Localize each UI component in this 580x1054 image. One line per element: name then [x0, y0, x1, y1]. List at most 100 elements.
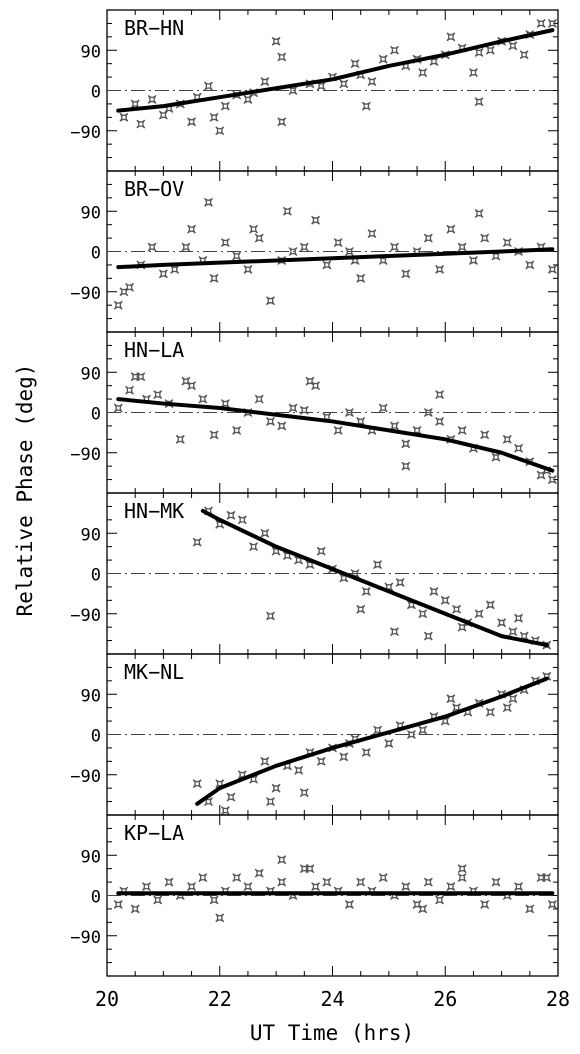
data-point — [395, 578, 405, 587]
data-point — [356, 273, 366, 283]
y-tick-label: 0 — [91, 566, 101, 586]
data-point — [243, 95, 253, 104]
data-point — [220, 238, 230, 247]
panel-1: 90 0 −90 BR−OV — [70, 170, 559, 333]
fit-curve — [116, 397, 555, 473]
data-point — [361, 586, 371, 596]
y-tick-label: 90 — [81, 203, 101, 223]
panel-label: BR−OV — [124, 177, 184, 201]
data-point — [547, 18, 557, 28]
data-point — [418, 609, 428, 619]
data-point — [485, 707, 495, 717]
data-point — [249, 224, 259, 234]
data-point — [350, 59, 360, 69]
data-point — [547, 264, 557, 274]
data-point — [457, 622, 467, 632]
panel-label: HN−MK — [124, 499, 184, 523]
panel-data — [192, 671, 552, 815]
fit-curve — [116, 28, 555, 113]
data-point — [480, 900, 490, 909]
y-tick-label: 90 — [81, 364, 101, 384]
data-point — [457, 242, 467, 252]
y-tick-label: −90 — [70, 928, 101, 948]
data-point — [344, 900, 354, 909]
data-point — [271, 36, 281, 46]
data-point — [153, 390, 163, 400]
data-point — [440, 595, 450, 605]
data-point — [249, 542, 259, 552]
data-point — [294, 765, 304, 775]
fit-curve — [195, 676, 549, 806]
data-point — [204, 797, 213, 807]
data-point — [457, 425, 467, 435]
data-point — [254, 868, 264, 878]
data-point — [299, 405, 309, 415]
data-point — [418, 725, 428, 735]
data-point — [547, 900, 557, 909]
data-point — [187, 224, 197, 234]
data-point — [491, 877, 501, 887]
data-point — [119, 112, 129, 122]
data-point — [277, 877, 287, 887]
data-point — [480, 233, 490, 243]
data-point — [367, 77, 377, 86]
data-point — [226, 792, 236, 802]
data-point — [423, 233, 433, 243]
data-point — [536, 18, 546, 28]
data-point — [260, 756, 270, 766]
data-point — [299, 788, 309, 798]
data-point — [542, 873, 552, 883]
data-point — [192, 779, 202, 789]
panels: 90 0 −90 BR−HN 90 0 −90 BR−OV 90 0 −90 HN−LA 90 0 −90 H… — [70, 9, 570, 1011]
data-point — [497, 618, 507, 628]
data-point — [198, 394, 208, 404]
data-point — [339, 79, 349, 89]
data-point — [277, 52, 287, 62]
data-point — [333, 238, 343, 247]
data-point — [390, 242, 399, 252]
data-point — [474, 609, 484, 619]
data-point — [361, 101, 371, 111]
data-point — [311, 882, 321, 891]
data-point — [266, 611, 275, 621]
data-point — [390, 421, 399, 431]
data-point — [237, 515, 247, 525]
data-point — [204, 81, 213, 91]
data-point — [474, 97, 484, 107]
panel-4: 90 0 −90 MK−NL — [70, 653, 559, 816]
data-point — [209, 112, 219, 122]
y-axis-label: Relative Phase (deg) — [13, 364, 37, 617]
data-point — [418, 904, 428, 914]
data-point — [266, 417, 275, 426]
data-point — [249, 774, 259, 784]
y-tick-label: 0 — [91, 83, 101, 103]
data-point — [384, 739, 394, 748]
data-point — [514, 882, 523, 891]
panel-5: 90 0 −90 KP−LA — [70, 814, 559, 977]
x-tick-label: 26 — [433, 987, 457, 1011]
y-tick-label: −90 — [70, 767, 101, 787]
data-point — [547, 475, 557, 485]
y-tick-label: 0 — [91, 244, 101, 264]
data-point — [311, 381, 321, 391]
data-point — [423, 877, 433, 887]
data-point — [435, 895, 445, 905]
y-tick-label: 0 — [91, 405, 101, 425]
panel-data — [113, 197, 557, 310]
data-point — [260, 528, 270, 538]
data-point — [474, 209, 484, 218]
data-point — [192, 537, 202, 547]
data-point — [378, 54, 388, 64]
data-point — [446, 882, 456, 891]
data-point — [198, 873, 208, 883]
x-tick-label: 28 — [546, 987, 570, 1011]
data-point — [508, 41, 518, 51]
data-point — [260, 77, 270, 86]
data-point — [136, 119, 146, 129]
panel-label: BR−HN — [124, 16, 184, 40]
data-point — [525, 260, 535, 270]
data-point — [226, 510, 236, 520]
data-point — [514, 613, 523, 623]
data-point — [316, 546, 326, 556]
data-point — [254, 233, 264, 243]
